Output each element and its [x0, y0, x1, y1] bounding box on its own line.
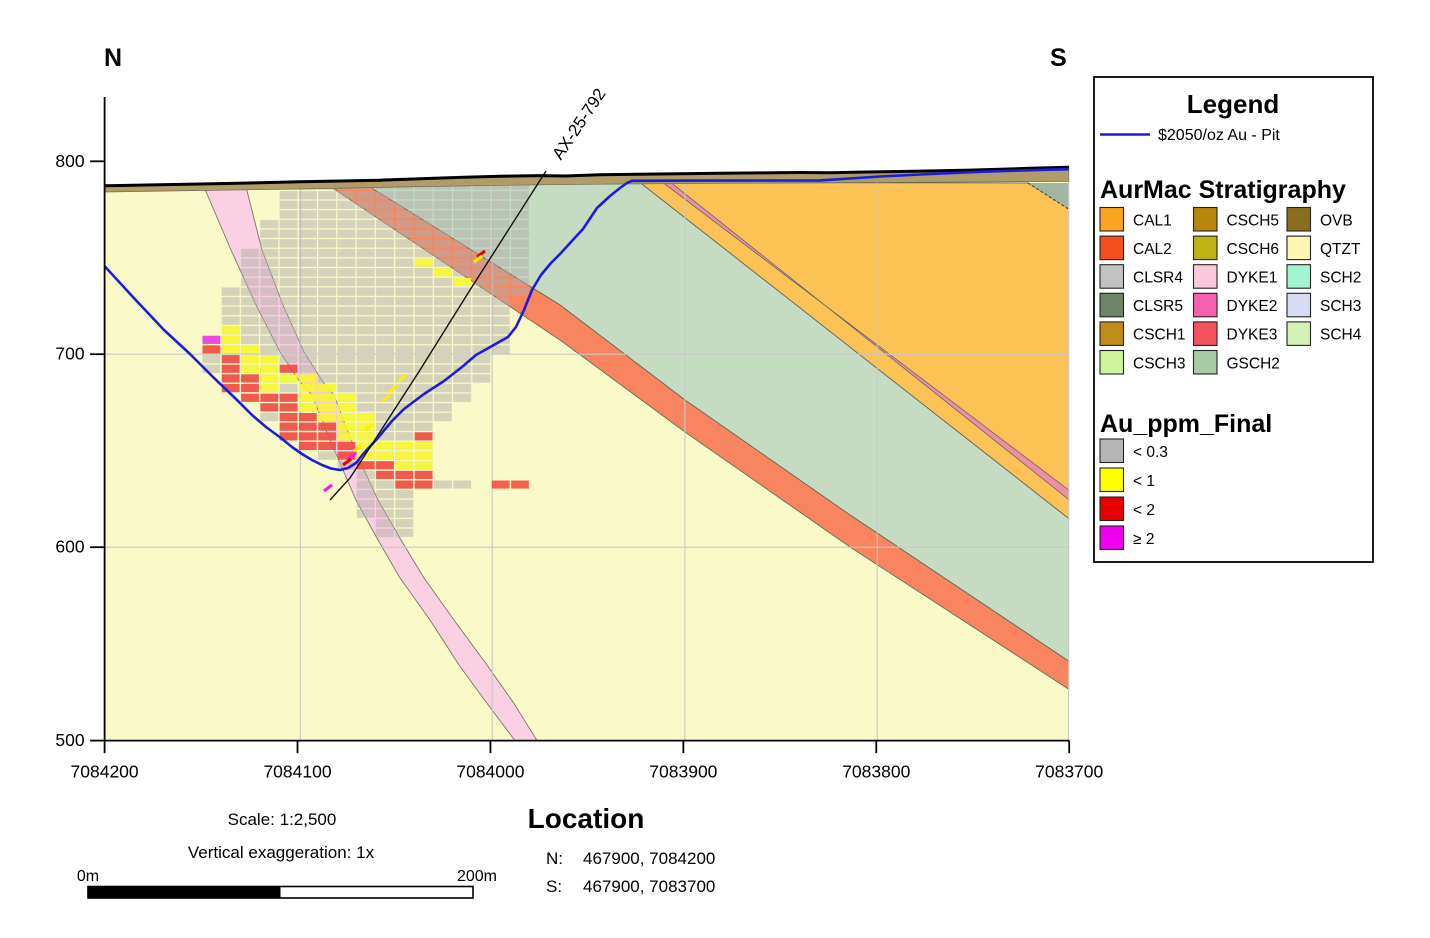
svg-text:Au_ppm_Final: Au_ppm_Final	[1100, 410, 1272, 438]
svg-text:467900, 7084200: 467900, 7084200	[583, 849, 715, 868]
svg-text:SCH4: SCH4	[1320, 327, 1362, 344]
svg-text:7084100: 7084100	[263, 762, 331, 782]
svg-text:< 0.3: < 0.3	[1133, 444, 1168, 461]
svg-text:< 1: < 1	[1133, 473, 1155, 490]
svg-text:S: S	[1050, 44, 1067, 72]
svg-text:7083800: 7083800	[842, 762, 910, 782]
svg-text:800: 800	[55, 151, 84, 171]
svg-text:7083700: 7083700	[1035, 762, 1103, 782]
svg-text:GSCH2: GSCH2	[1227, 355, 1280, 372]
svg-text:CAL2: CAL2	[1133, 241, 1172, 258]
svg-text:DYKE1: DYKE1	[1227, 270, 1278, 287]
svg-text:CAL1: CAL1	[1133, 212, 1172, 229]
svg-text:200m: 200m	[457, 868, 497, 885]
svg-text:Location: Location	[528, 803, 645, 834]
svg-text:CSCH5: CSCH5	[1227, 212, 1280, 229]
svg-text:CSCH6: CSCH6	[1227, 241, 1280, 258]
svg-text:N: N	[104, 44, 122, 72]
svg-text:S:: S:	[546, 877, 562, 896]
svg-text:N:: N:	[546, 849, 563, 868]
svg-text:700: 700	[55, 344, 84, 364]
svg-text:$2050/oz Au - Pit: $2050/oz Au - Pit	[1158, 127, 1280, 144]
svg-text:≥ 2: ≥ 2	[1133, 531, 1154, 548]
svg-text:7084000: 7084000	[456, 762, 524, 782]
svg-text:< 2: < 2	[1133, 502, 1155, 519]
svg-text:OVB: OVB	[1320, 212, 1353, 229]
svg-text:CLSR4: CLSR4	[1133, 270, 1183, 287]
svg-text:AurMac Stratigraphy: AurMac Stratigraphy	[1100, 176, 1346, 204]
svg-text:CLSR5: CLSR5	[1133, 298, 1183, 315]
svg-text:600: 600	[55, 537, 84, 557]
svg-text:0m: 0m	[77, 868, 99, 885]
svg-text:CSCH1: CSCH1	[1133, 327, 1186, 344]
svg-text:CSCH3: CSCH3	[1133, 355, 1186, 372]
svg-text:Legend: Legend	[1187, 89, 1279, 119]
svg-text:SCH3: SCH3	[1320, 298, 1361, 315]
svg-text:7084200: 7084200	[71, 762, 139, 782]
svg-text:7083900: 7083900	[649, 762, 717, 782]
svg-text:DYKE2: DYKE2	[1227, 298, 1278, 315]
svg-text:500: 500	[55, 730, 84, 750]
svg-text:467900, 7083700: 467900, 7083700	[583, 877, 715, 896]
svg-text:DYKE3: DYKE3	[1227, 327, 1278, 344]
svg-text:SCH2: SCH2	[1320, 270, 1361, 287]
svg-text:QTZT: QTZT	[1320, 241, 1361, 258]
svg-text:Vertical exaggeration: 1x: Vertical exaggeration: 1x	[188, 843, 375, 862]
svg-text:Scale: 1:2,500: Scale: 1:2,500	[228, 810, 337, 829]
